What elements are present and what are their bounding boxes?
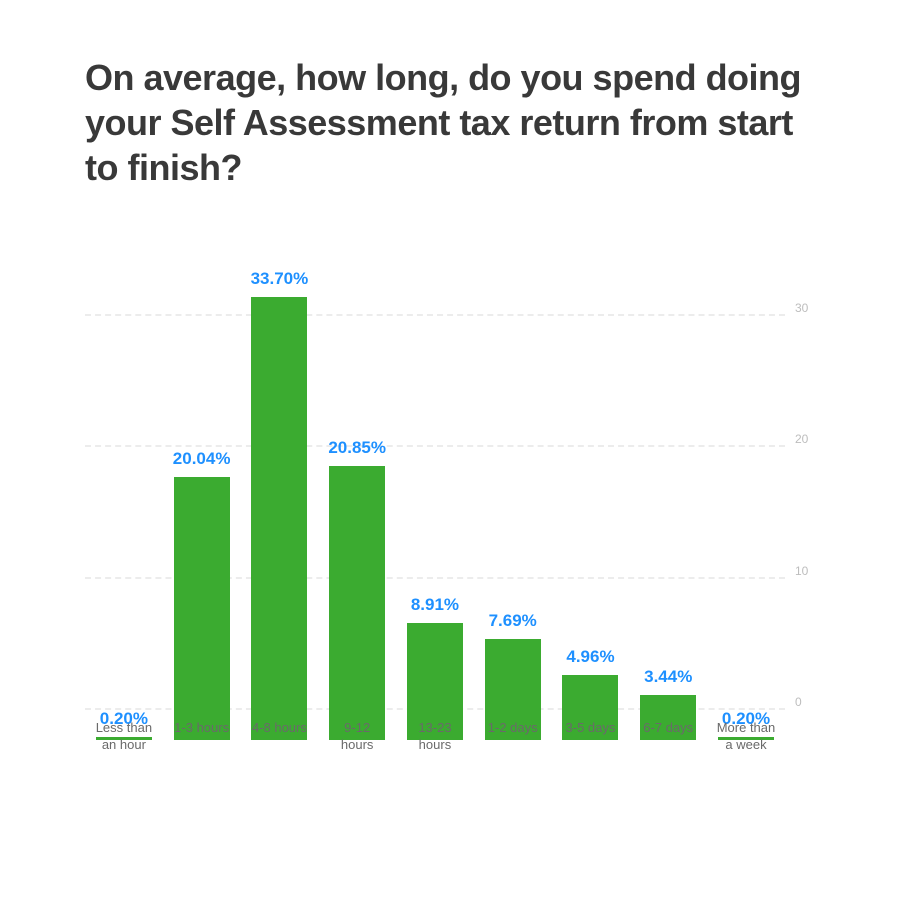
bar-value-label: 7.69% bbox=[489, 611, 537, 631]
x-axis-label: 4-8 hours bbox=[249, 720, 309, 754]
bar-value-label: 4.96% bbox=[566, 647, 614, 667]
bar bbox=[329, 466, 385, 740]
bar-value-label: 20.85% bbox=[328, 438, 386, 458]
y-axis-tick: 0 bbox=[795, 695, 802, 725]
x-axis-label: 13-23 hours bbox=[405, 720, 465, 754]
y-axis-tick: 10 bbox=[795, 564, 808, 594]
x-axis-label: 1-2 days bbox=[483, 720, 543, 754]
bar-value-label: 8.91% bbox=[411, 595, 459, 615]
x-axis-label: More than a week bbox=[716, 720, 776, 754]
x-axis-label: 3-5 days bbox=[560, 720, 620, 754]
y-axis-tick: 20 bbox=[795, 432, 808, 462]
bar-value-label: 33.70% bbox=[251, 269, 309, 289]
bar-column: 33.70% bbox=[249, 297, 309, 740]
chart-container: On average, how long, do you spend doing… bbox=[0, 0, 900, 780]
bar-column: 20.04% bbox=[172, 477, 232, 740]
x-axis-label: Less than an hour bbox=[94, 720, 154, 754]
chart-area: 0 10 20 30 0.20% 20.04% 33.70% 20.85% 8.… bbox=[85, 250, 830, 740]
y-axis-tick: 30 bbox=[795, 301, 808, 331]
bar bbox=[251, 297, 307, 740]
chart-title: On average, how long, do you spend doing… bbox=[85, 55, 830, 190]
bar bbox=[174, 477, 230, 740]
x-axis-label: 6-7 days bbox=[638, 720, 698, 754]
x-axis-label: 1-3 hours bbox=[172, 720, 232, 754]
x-axis-label: 9-12 hours bbox=[327, 720, 387, 754]
bar-column: 20.85% bbox=[327, 466, 387, 740]
bar-value-label: 20.04% bbox=[173, 449, 231, 469]
bars-group: 0.20% 20.04% 33.70% 20.85% 8.91% 7.69% bbox=[85, 280, 785, 740]
bar-value-label: 3.44% bbox=[644, 667, 692, 687]
x-axis-labels: Less than an hour 1-3 hours 4-8 hours 9-… bbox=[85, 720, 785, 754]
